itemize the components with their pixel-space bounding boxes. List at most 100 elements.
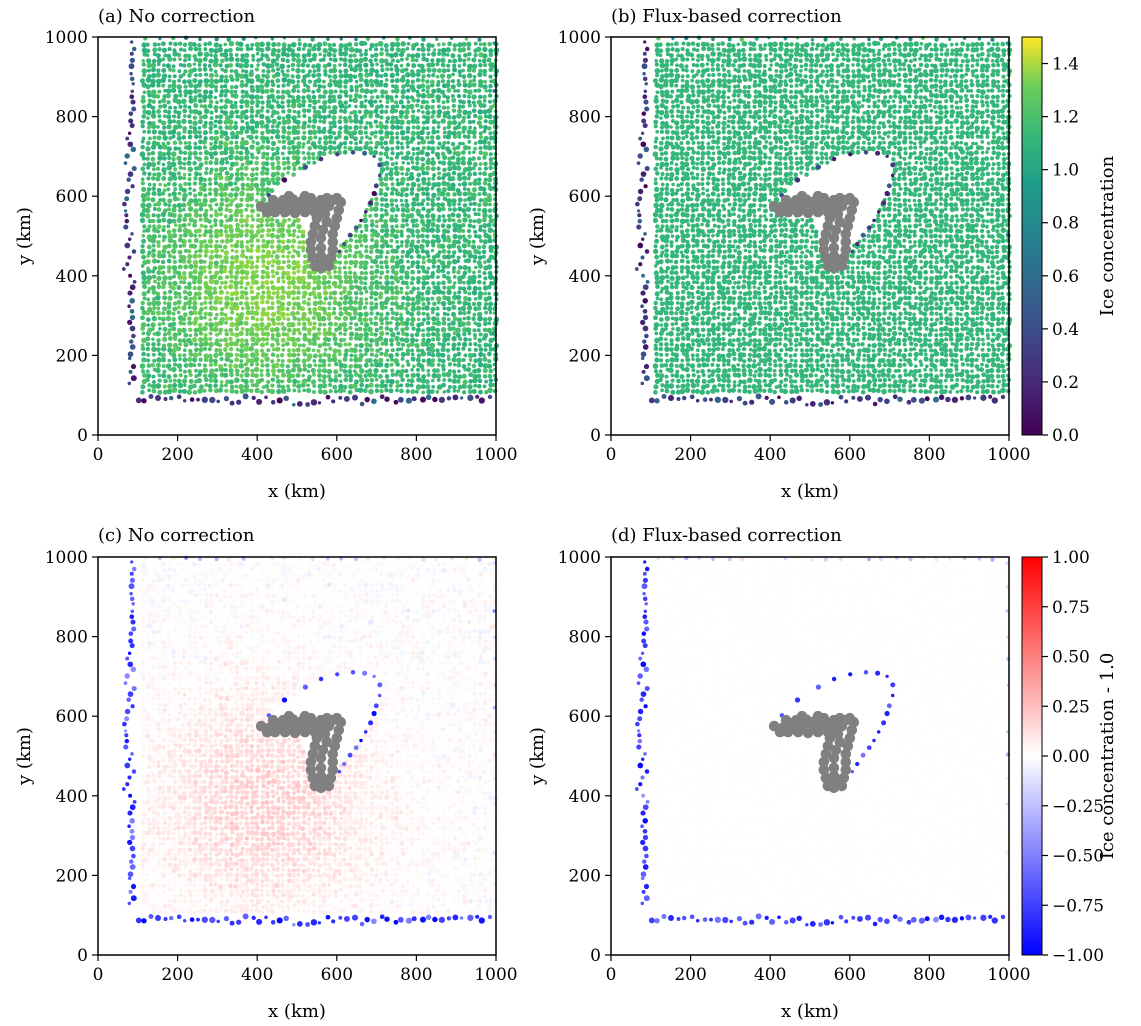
particle-a-2605 bbox=[245, 183, 249, 187]
particle-a-2998 bbox=[265, 145, 270, 150]
particle-a-3416 bbox=[286, 114, 292, 120]
particle-a-2842 bbox=[451, 161, 456, 166]
particle-a-297 bbox=[250, 369, 254, 373]
particle-a-2273 bbox=[452, 218, 456, 222]
particle-a-2598 bbox=[208, 182, 212, 186]
particle-a-2195 bbox=[287, 224, 291, 228]
particle-a-3410 bbox=[255, 114, 259, 118]
particle-b-254 bbox=[898, 374, 903, 379]
particle-a-2294 bbox=[203, 212, 208, 217]
particle-a-2794 bbox=[143, 163, 147, 167]
particle-a-2175 bbox=[182, 223, 187, 228]
particle-a-1425 bbox=[374, 284, 379, 289]
particle-b-141 bbox=[671, 379, 675, 383]
particle-a-3832 bbox=[295, 84, 300, 89]
particle-a-2979 bbox=[167, 146, 172, 151]
particle-a-2337 bbox=[145, 208, 150, 213]
particle-a-3927 bbox=[430, 80, 435, 85]
particle-a-3612 bbox=[229, 100, 233, 104]
particle-a-4034 bbox=[271, 68, 275, 72]
particle-a-4368 bbox=[214, 42, 219, 47]
particle-a-790 bbox=[303, 333, 307, 337]
particle-a-1634 bbox=[386, 270, 390, 274]
edge-particle-a-11 bbox=[130, 315, 135, 320]
particle-a-3821 bbox=[239, 83, 244, 88]
particle-a-2796 bbox=[151, 162, 156, 167]
particle-a-3628 bbox=[312, 100, 317, 105]
particle-a-1269 bbox=[280, 295, 286, 301]
particle-a-2628 bbox=[462, 181, 467, 186]
particle-a-2238 bbox=[207, 219, 212, 224]
particle-a-3679 bbox=[219, 93, 223, 97]
particle-a-1336 bbox=[272, 291, 276, 295]
particle-a-1862 bbox=[171, 248, 177, 254]
particle-a-1112 bbox=[181, 305, 186, 310]
particle-a-4116 bbox=[338, 63, 342, 67]
particle-a-1345 bbox=[317, 292, 322, 297]
particle-a-1808 bbox=[230, 255, 235, 260]
particle-a-3586 bbox=[452, 104, 456, 108]
particle-a-4221 bbox=[166, 54, 171, 59]
particle-a-3383 bbox=[472, 120, 476, 124]
particle-a-1438 bbox=[442, 286, 446, 290]
particle-a-2653 bbox=[235, 176, 241, 182]
particle-a-1114 bbox=[192, 305, 197, 310]
particle-b-35 bbox=[836, 390, 841, 395]
particle-a-2400 bbox=[203, 203, 207, 207]
particle-a-2332 bbox=[477, 212, 481, 216]
particle-b-184 bbox=[893, 379, 898, 384]
particle-a-357 bbox=[203, 363, 207, 367]
particle-a-3620 bbox=[272, 98, 276, 102]
particle-a-427 bbox=[208, 358, 213, 363]
particle-a-4003 bbox=[467, 73, 472, 78]
particle-a-3051 bbox=[184, 141, 188, 145]
particle-a-1950 bbox=[297, 245, 301, 249]
particle-a-2807 bbox=[208, 160, 213, 165]
particle-a-1400 bbox=[244, 286, 248, 290]
particle-a-3522 bbox=[477, 109, 482, 114]
particle-a-345 bbox=[140, 363, 146, 369]
particle-a-768 bbox=[189, 334, 193, 338]
particle-b-166 bbox=[800, 378, 805, 383]
particle-a-3599 bbox=[161, 98, 166, 103]
particle-b-127 bbox=[954, 383, 959, 388]
particle-a-3662 bbox=[488, 100, 492, 104]
particle-a-4407 bbox=[415, 42, 419, 46]
particle-a-1305 bbox=[467, 297, 472, 302]
particle-a-561 bbox=[188, 349, 192, 353]
particle-a-2756 bbox=[229, 167, 233, 171]
particle-b-119 bbox=[912, 383, 916, 387]
particle-a-2165 bbox=[488, 228, 494, 234]
particle-a-1299 bbox=[436, 296, 441, 301]
particle-a-2585 bbox=[141, 181, 145, 185]
particle-a-1090 bbox=[426, 312, 430, 316]
particle-a-2896 bbox=[431, 157, 435, 161]
particle-a-4106 bbox=[287, 65, 291, 69]
particle-a-2272 bbox=[447, 217, 452, 222]
particle-a-406 bbox=[456, 363, 461, 368]
particle-a-4176 bbox=[291, 57, 296, 62]
particle-a-276 bbox=[141, 369, 145, 373]
particle-a-304 bbox=[286, 369, 292, 375]
particle-a-3539 bbox=[208, 104, 213, 109]
particle-a-2704 bbox=[235, 172, 240, 177]
particle-a-4078 bbox=[142, 63, 146, 67]
particle-a-805 bbox=[379, 331, 384, 336]
particle-a-606 bbox=[420, 349, 424, 353]
particle-a-1123 bbox=[241, 307, 245, 311]
particle-a-2867 bbox=[224, 157, 228, 161]
particle-a-4388 bbox=[317, 42, 322, 47]
particle-a-1573 bbox=[425, 275, 430, 280]
particle-a-1486 bbox=[332, 281, 338, 287]
particle-a-4397 bbox=[363, 41, 368, 46]
edge-particle-a-44 bbox=[128, 119, 133, 124]
particle-a-95 bbox=[277, 384, 281, 388]
particle-a-2698 bbox=[204, 171, 208, 175]
particle-a-3462 bbox=[167, 110, 171, 114]
particle-a-3773 bbox=[349, 88, 353, 92]
particle-a-1197 bbox=[265, 300, 269, 304]
particle-a-449 bbox=[322, 359, 326, 363]
particle-a-1839 bbox=[410, 255, 414, 259]
particle-a-3006 bbox=[307, 146, 311, 150]
particle-a-208 bbox=[146, 373, 151, 378]
